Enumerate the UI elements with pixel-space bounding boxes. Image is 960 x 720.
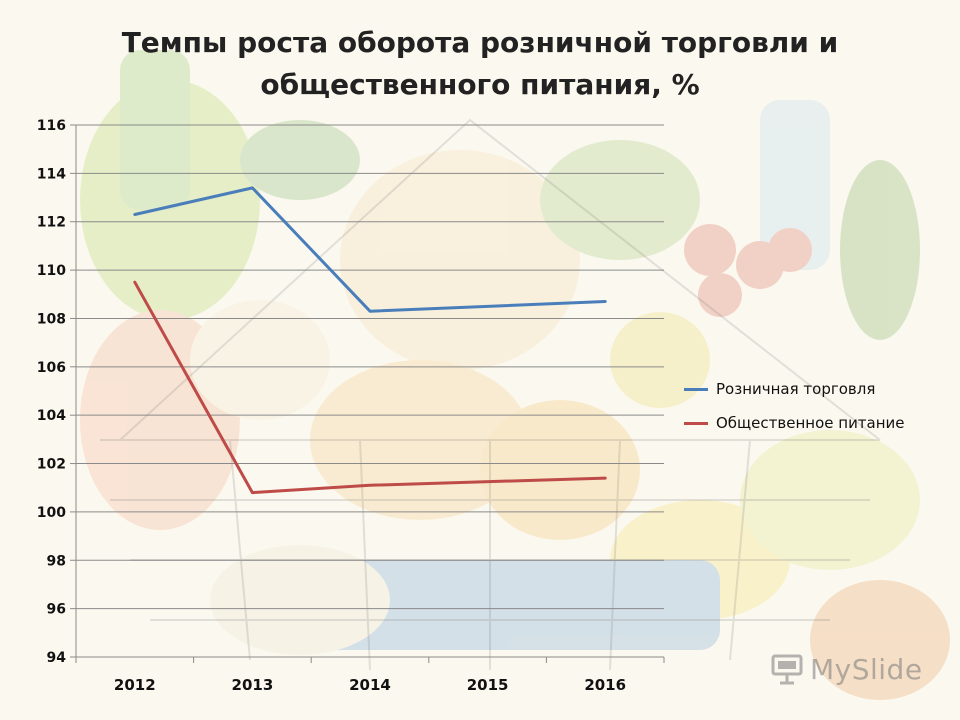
axes bbox=[70, 124, 665, 663]
projector-screen-icon bbox=[771, 654, 803, 685]
legend: Розничная торговля Общественное питание bbox=[684, 372, 905, 440]
chart-title-line-1: Темпы роста оборота розничной торговли и bbox=[121, 26, 839, 59]
legend-swatch-catering bbox=[684, 421, 708, 425]
x-tick-label-2013: 2013 bbox=[232, 676, 274, 694]
y-tick-label-102: 102 bbox=[37, 457, 66, 473]
y-tick-label-104: 104 bbox=[37, 408, 66, 424]
series-line-retail bbox=[133, 186, 607, 313]
y-tick-label-108: 108 bbox=[37, 311, 66, 327]
y-tick-label-110: 110 bbox=[37, 263, 66, 279]
legend-label-catering: Общественное питание bbox=[716, 414, 905, 432]
legend-swatch-retail bbox=[684, 387, 708, 391]
y-tick-label-94: 94 bbox=[47, 650, 67, 666]
chart-title-line-2: общественного питания, % bbox=[260, 68, 700, 101]
x-tick-label-2015: 2015 bbox=[467, 676, 509, 694]
series-line-catering bbox=[133, 280, 607, 495]
gridlines bbox=[76, 124, 664, 610]
x-tick-label-2012: 2012 bbox=[114, 676, 156, 694]
y-tick-label-106: 106 bbox=[37, 360, 66, 376]
y-tick-label-100: 100 bbox=[37, 505, 66, 521]
y-tick-label-112: 112 bbox=[37, 215, 66, 231]
x-axis-tick-labels: 2012 2013 2014 2015 2016 bbox=[114, 676, 626, 694]
y-tick-label-98: 98 bbox=[47, 553, 66, 569]
chart-title: Темпы роста оборота розничной торговли и… bbox=[0, 22, 960, 106]
series-lines bbox=[133, 186, 607, 495]
y-tick-label-96: 96 bbox=[47, 602, 66, 618]
y-tick-label-114: 114 bbox=[37, 166, 66, 182]
y-tick-label-116: 116 bbox=[37, 118, 66, 134]
y-axis-tick-labels: 116 114 112 110 108 106 104 102 100 98 96 94 bbox=[37, 118, 66, 666]
x-tick-label-2016: 2016 bbox=[584, 676, 626, 694]
legend-item-catering: Общественное питание bbox=[684, 406, 905, 440]
x-tick-label-2014: 2014 bbox=[349, 676, 391, 694]
legend-item-retail: Розничная торговля bbox=[684, 372, 905, 406]
watermark-logo: MySlide bbox=[770, 652, 923, 686]
watermark-text: MySlide bbox=[810, 652, 923, 686]
legend-label-retail: Розничная торговля bbox=[716, 380, 876, 398]
